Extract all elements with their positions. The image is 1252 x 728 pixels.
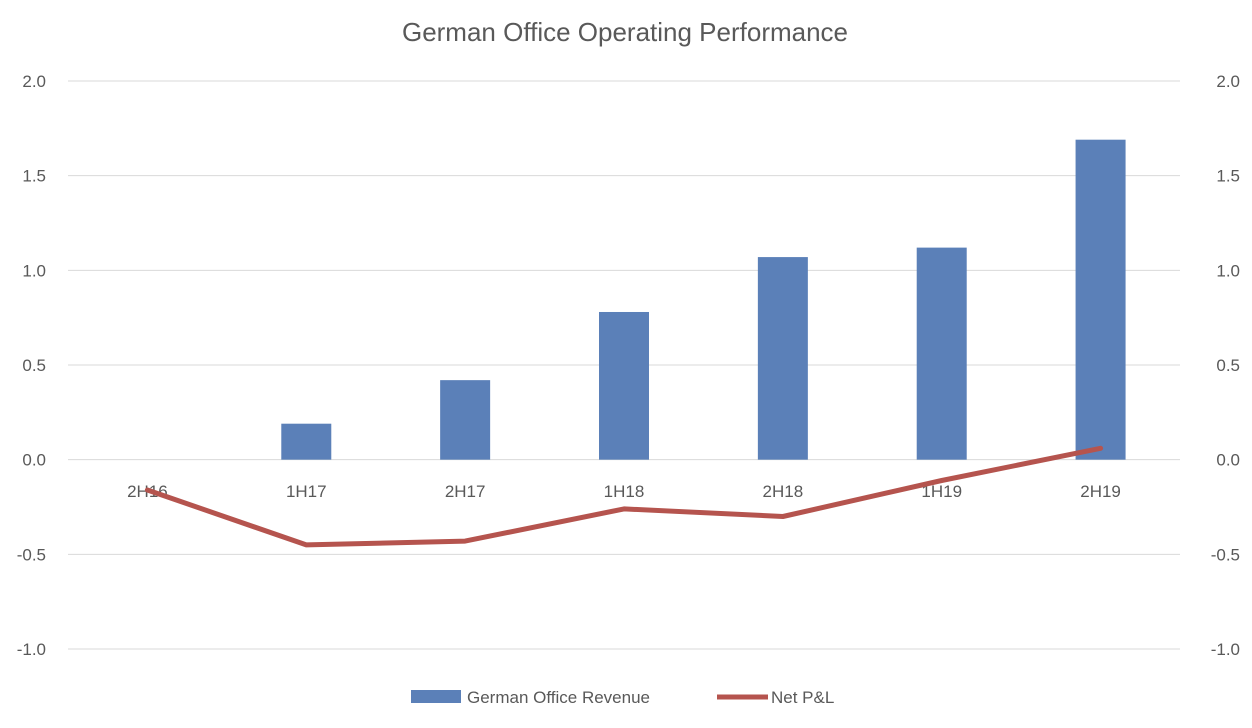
y-tick-label: 0.5 [22,356,46,375]
category-labels: 2H16 1H17 2H17 1H18 2H18 1H19 2H19 [127,482,1121,501]
bar-series [281,139,1126,460]
x-tick-label: 1H18 [604,482,645,501]
chart-title: German Office Operating Performance [402,17,848,47]
x-tick-label: 2H18 [763,482,804,501]
bar [757,257,808,460]
y2-tick-label: -1.0 [1211,640,1240,659]
x-tick-label: 1H19 [921,482,962,501]
y-axis-left: -1.0 -0.5 0.0 0.5 1.0 1.5 2.0 [17,72,46,659]
legend-label-revenue: German Office Revenue [467,688,650,707]
line-series [144,445,1104,548]
y2-tick-label: 0.5 [1216,356,1240,375]
y-tick-label: 2.0 [22,72,46,91]
y2-tick-label: 1.5 [1216,167,1240,186]
x-tick-label: 2H17 [445,482,486,501]
bar [916,247,967,460]
bar [440,380,491,460]
y-axis-right: -1.0 -0.5 0.0 0.5 1.0 1.5 2.0 [1211,72,1240,659]
legend: German Office Revenue Net P&L [411,688,834,707]
net-pl-line [144,445,1104,548]
y2-tick-label: -0.5 [1211,545,1240,564]
y2-tick-label: 0.0 [1216,451,1240,470]
legend-swatch-revenue [411,690,461,703]
y-tick-label: -0.5 [17,545,46,564]
bar [599,311,649,460]
legend-label-netpl: Net P&L [771,688,834,707]
bar [1075,139,1126,460]
x-tick-label: 2H19 [1080,482,1121,501]
y2-tick-label: 2.0 [1216,72,1240,91]
y2-tick-label: 1.0 [1216,261,1240,280]
y-tick-label: 1.0 [22,261,46,280]
y-tick-label: 0.0 [22,451,46,470]
x-tick-label: 1H17 [286,482,327,501]
y-tick-label: -1.0 [17,640,46,659]
y-tick-label: 1.5 [22,167,46,186]
bar [281,423,332,460]
